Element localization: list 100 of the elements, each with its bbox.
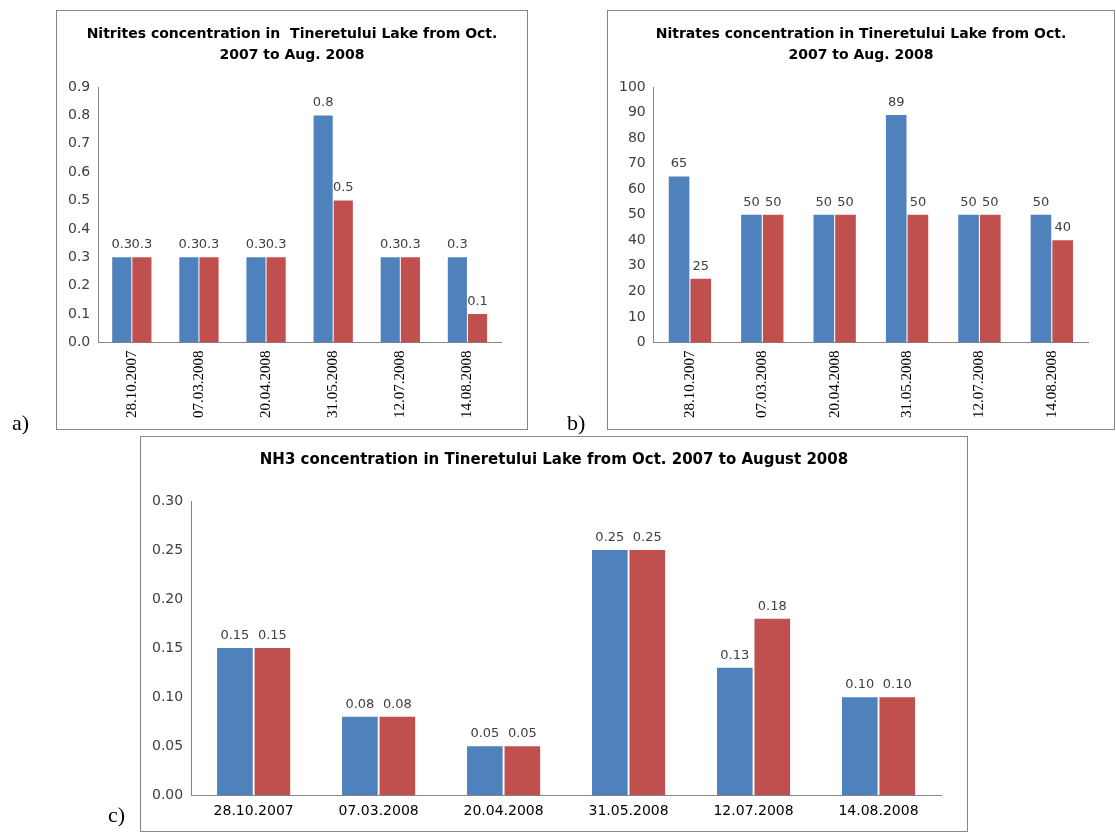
text: c) (108, 802, 126, 828)
bar (179, 257, 199, 343)
bar (266, 257, 286, 343)
data-label: 0.08 (382, 695, 412, 711)
data-label: 0.10 (845, 676, 875, 692)
bar (379, 716, 416, 796)
data-label: 40 (1054, 219, 1071, 235)
data-label: 0.3 (245, 236, 267, 252)
x-tick-label: 12.07.2008 (391, 350, 408, 418)
bar (1052, 240, 1073, 343)
data-label: 0.1 (467, 292, 488, 308)
data-label: 0.3 (447, 236, 468, 252)
data-label: 0.13 (720, 646, 750, 662)
bar (629, 550, 666, 796)
x-tick-label: 14.08.2008 (458, 350, 475, 418)
data-label: 0.5 (332, 179, 354, 195)
data-label: 89 (887, 93, 905, 109)
x-tick-label: 20.04.2008 (825, 350, 842, 418)
bar (504, 746, 541, 796)
y-tick-label: 0.3 (68, 247, 91, 264)
x-tick-label: 07.03.2008 (189, 350, 206, 418)
bar (592, 550, 628, 796)
data-label: 50 (909, 193, 927, 209)
y-tick-label: 0.4 (68, 219, 91, 236)
data-label: 0.3 (379, 236, 401, 252)
x-tick-label: 07.03.2008 (338, 802, 419, 819)
chart-title: NH3 concentration in Tineretului Lake from Oct. 2007 to August 2008 (258, 449, 850, 470)
data-label: 0.15 (220, 626, 250, 642)
data-label: 0.3 (265, 236, 287, 252)
x-tick-label: 20.04.2008 (463, 802, 544, 819)
data-label: 50 (1032, 193, 1050, 209)
data-label: 25 (692, 257, 710, 273)
data-label: 50 (743, 193, 760, 209)
y-tick-label: 0.30 (152, 491, 184, 508)
bar (217, 648, 253, 796)
data-label: 65 (670, 155, 688, 171)
y-tick-label: 80 (627, 128, 646, 145)
bar (835, 214, 856, 343)
bar (254, 648, 291, 796)
bar (400, 257, 420, 343)
y-tick-label: 0.1 (68, 304, 91, 321)
data-label: 0.3 (111, 236, 133, 252)
bar (447, 257, 467, 343)
y-tick-label: 0.00 (152, 785, 184, 802)
y-tick-label: 0.6 (68, 162, 91, 179)
bar (754, 618, 791, 796)
data-label: 0.05 (507, 725, 537, 741)
data-label: 0.15 (257, 626, 287, 642)
bar (879, 697, 916, 796)
x-tick-label: 20.04.2008 (257, 350, 274, 418)
bar (885, 115, 907, 343)
bar (841, 697, 878, 796)
data-label: 50 (837, 193, 854, 209)
bar (380, 257, 400, 343)
y-tick-label: 0.8 (68, 106, 91, 123)
data-label: 50 (764, 193, 782, 209)
bar (313, 115, 333, 343)
y-tick-label: 0.7 (68, 134, 91, 151)
data-label: 50 (960, 193, 977, 209)
y-tick-label: 90 (627, 103, 646, 120)
y-tick-label: 0.20 (152, 589, 184, 606)
y-tick-label: 20 (627, 282, 646, 299)
y-tick-label: 0.0 (68, 333, 91, 350)
bar (342, 716, 378, 796)
x-tick-label: 14.08.2008 (838, 802, 919, 819)
bar (979, 214, 1001, 343)
y-tick-label: 0.05 (152, 736, 184, 753)
bar (813, 214, 835, 343)
data-label: 0.8 (312, 94, 334, 110)
y-tick-label: 0.9 (68, 77, 91, 94)
x-tick-label: 31.05.2008 (588, 802, 669, 819)
x-tick-label: 07.03.2008 (753, 350, 770, 418)
bar (333, 200, 353, 343)
text: b) (567, 410, 586, 436)
bar (112, 257, 132, 343)
data-label: 0.05 (470, 725, 500, 741)
x-tick-label: 12.07.2008 (970, 350, 987, 418)
y-tick-label: 60 (627, 179, 646, 196)
data-label: 0.25 (595, 528, 625, 544)
bar (668, 176, 690, 343)
x-tick-label: 28.10.2007 (122, 350, 139, 418)
bar (467, 746, 503, 796)
y-tick-label: 0 (636, 333, 646, 350)
x-tick-label: 12.07.2008 (713, 802, 794, 819)
x-tick-label: 14.08.2008 (1042, 350, 1059, 418)
y-tick-label: 0.10 (152, 687, 184, 704)
bar (907, 214, 929, 343)
bar (958, 214, 979, 343)
data-label: 0.18 (757, 597, 787, 613)
bar (246, 257, 266, 343)
y-tick-label: 10 (627, 307, 646, 324)
bar (1030, 214, 1052, 343)
bar (132, 257, 152, 343)
y-tick-label: 0.15 (152, 638, 184, 655)
data-label: 0.3 (198, 236, 220, 252)
y-tick-label: 40 (627, 230, 646, 247)
y-tick-label: 0.25 (152, 540, 184, 557)
chart-title: Nitrates concentration in Tineretului Lake from Oct. 2007 to Aug. 2008 (654, 24, 1068, 64)
x-tick-label: 31.05.2008 (897, 350, 914, 418)
y-tick-label: 100 (618, 77, 646, 94)
